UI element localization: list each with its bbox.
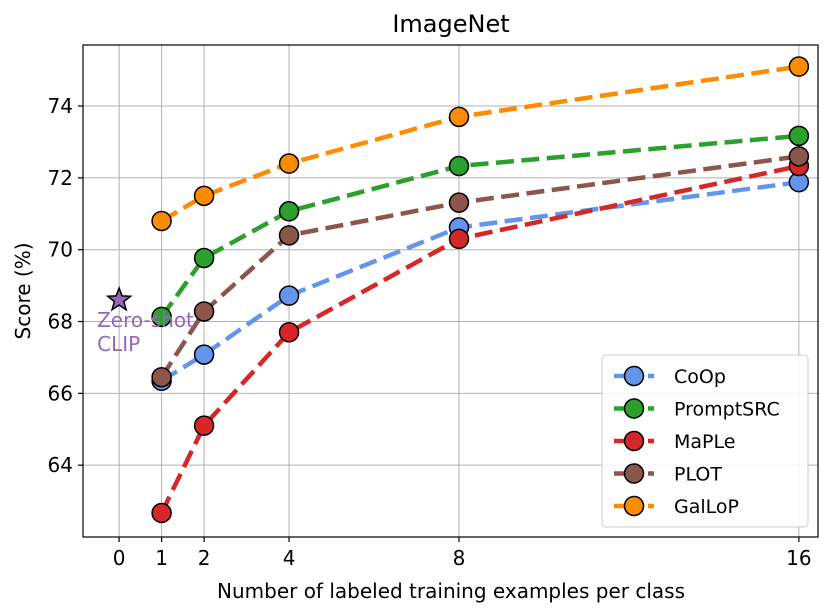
- x-tick-label: 8: [453, 546, 466, 570]
- data-point-plot: [448, 192, 470, 213]
- data-point-maple: [193, 415, 215, 436]
- x-tick-label: 16: [786, 546, 811, 570]
- y-axis-label: Score (%): [11, 243, 35, 340]
- zero-shot-star-marker: [105, 285, 133, 312]
- data-point-maple: [448, 228, 470, 250]
- legend-label: CoOp: [674, 366, 726, 388]
- data-point-coop: [193, 344, 215, 365]
- y-tick-label: 68: [48, 310, 73, 334]
- legend-item-coop: CoOp: [614, 365, 726, 388]
- x-tick-label: 2: [198, 546, 211, 570]
- data-point-maple: [151, 502, 172, 524]
- legend: CoOp PromptSRC MaPLe PLOT GalLoP: [601, 354, 809, 528]
- legend-item-maple: MaPLe: [614, 430, 735, 453]
- data-point-promptsrc: [278, 201, 300, 222]
- series-layer: [151, 56, 810, 524]
- legend-item-promptsrc: PromptSRC: [614, 398, 780, 421]
- x-tick-label: 4: [283, 546, 296, 570]
- x-tick-label: 0: [113, 546, 126, 570]
- y-tick-label: 70: [48, 238, 73, 262]
- series-promptsrc: [151, 125, 810, 328]
- data-point-gallop: [193, 185, 215, 207]
- data-point-plot: [193, 301, 215, 322]
- zero-shot-label-line: Zero-shot: [97, 308, 194, 332]
- x-tick-label: 1: [155, 546, 168, 570]
- data-point-plot: [151, 366, 172, 388]
- zero-shot-label-line: CLIP: [97, 332, 140, 356]
- y-tick-label: 74: [48, 94, 73, 118]
- legend-marker: [623, 495, 645, 517]
- legend-label: PromptSRC: [674, 399, 780, 421]
- legend-marker: [623, 365, 645, 387]
- data-point-promptsrc: [151, 306, 172, 328]
- data-point-promptsrc: [788, 125, 810, 147]
- legend-label: PLOT: [674, 464, 722, 486]
- data-point-gallop: [278, 153, 300, 174]
- data-point-promptsrc: [448, 155, 470, 177]
- series-gallop: [151, 56, 810, 232]
- legend-marker: [623, 463, 645, 484]
- y-tick-label: 64: [48, 453, 73, 477]
- annotation-layer: Zero-shot CLIP: [97, 285, 194, 356]
- axis-ticks: 0 1 2 4 8 16 64 66 68 70 72 74: [48, 94, 812, 570]
- legend-marker: [623, 430, 645, 452]
- data-point-coop: [278, 285, 300, 306]
- data-point-gallop: [151, 210, 172, 232]
- series-line-coop: [160, 179, 800, 383]
- data-point-maple: [278, 322, 300, 343]
- data-point-plot: [788, 146, 810, 167]
- data-point-plot: [278, 225, 300, 246]
- data-point-gallop: [448, 106, 470, 128]
- series-plot: [151, 146, 810, 388]
- y-tick-label: 66: [48, 381, 73, 405]
- legend-box: [601, 354, 809, 528]
- data-point-promptsrc: [193, 247, 215, 269]
- data-point-gallop: [788, 56, 810, 77]
- plot-frame: [82, 44, 819, 538]
- legend-item-plot: PLOT: [614, 463, 722, 486]
- series-line-plot: [159, 154, 800, 379]
- y-tick-label: 72: [48, 166, 73, 190]
- legend-marker: [623, 398, 645, 419]
- series-line-maple: [159, 163, 800, 514]
- legend-label: MaPLe: [674, 431, 735, 453]
- zero-shot-label: Zero-shot CLIP: [97, 308, 194, 356]
- legend-item-gallop: GalLoP: [614, 495, 739, 518]
- chart-title: ImageNet: [392, 10, 509, 38]
- legend-label: GalLoP: [674, 496, 739, 518]
- x-axis-label: Number of labeled training examples per …: [217, 579, 685, 603]
